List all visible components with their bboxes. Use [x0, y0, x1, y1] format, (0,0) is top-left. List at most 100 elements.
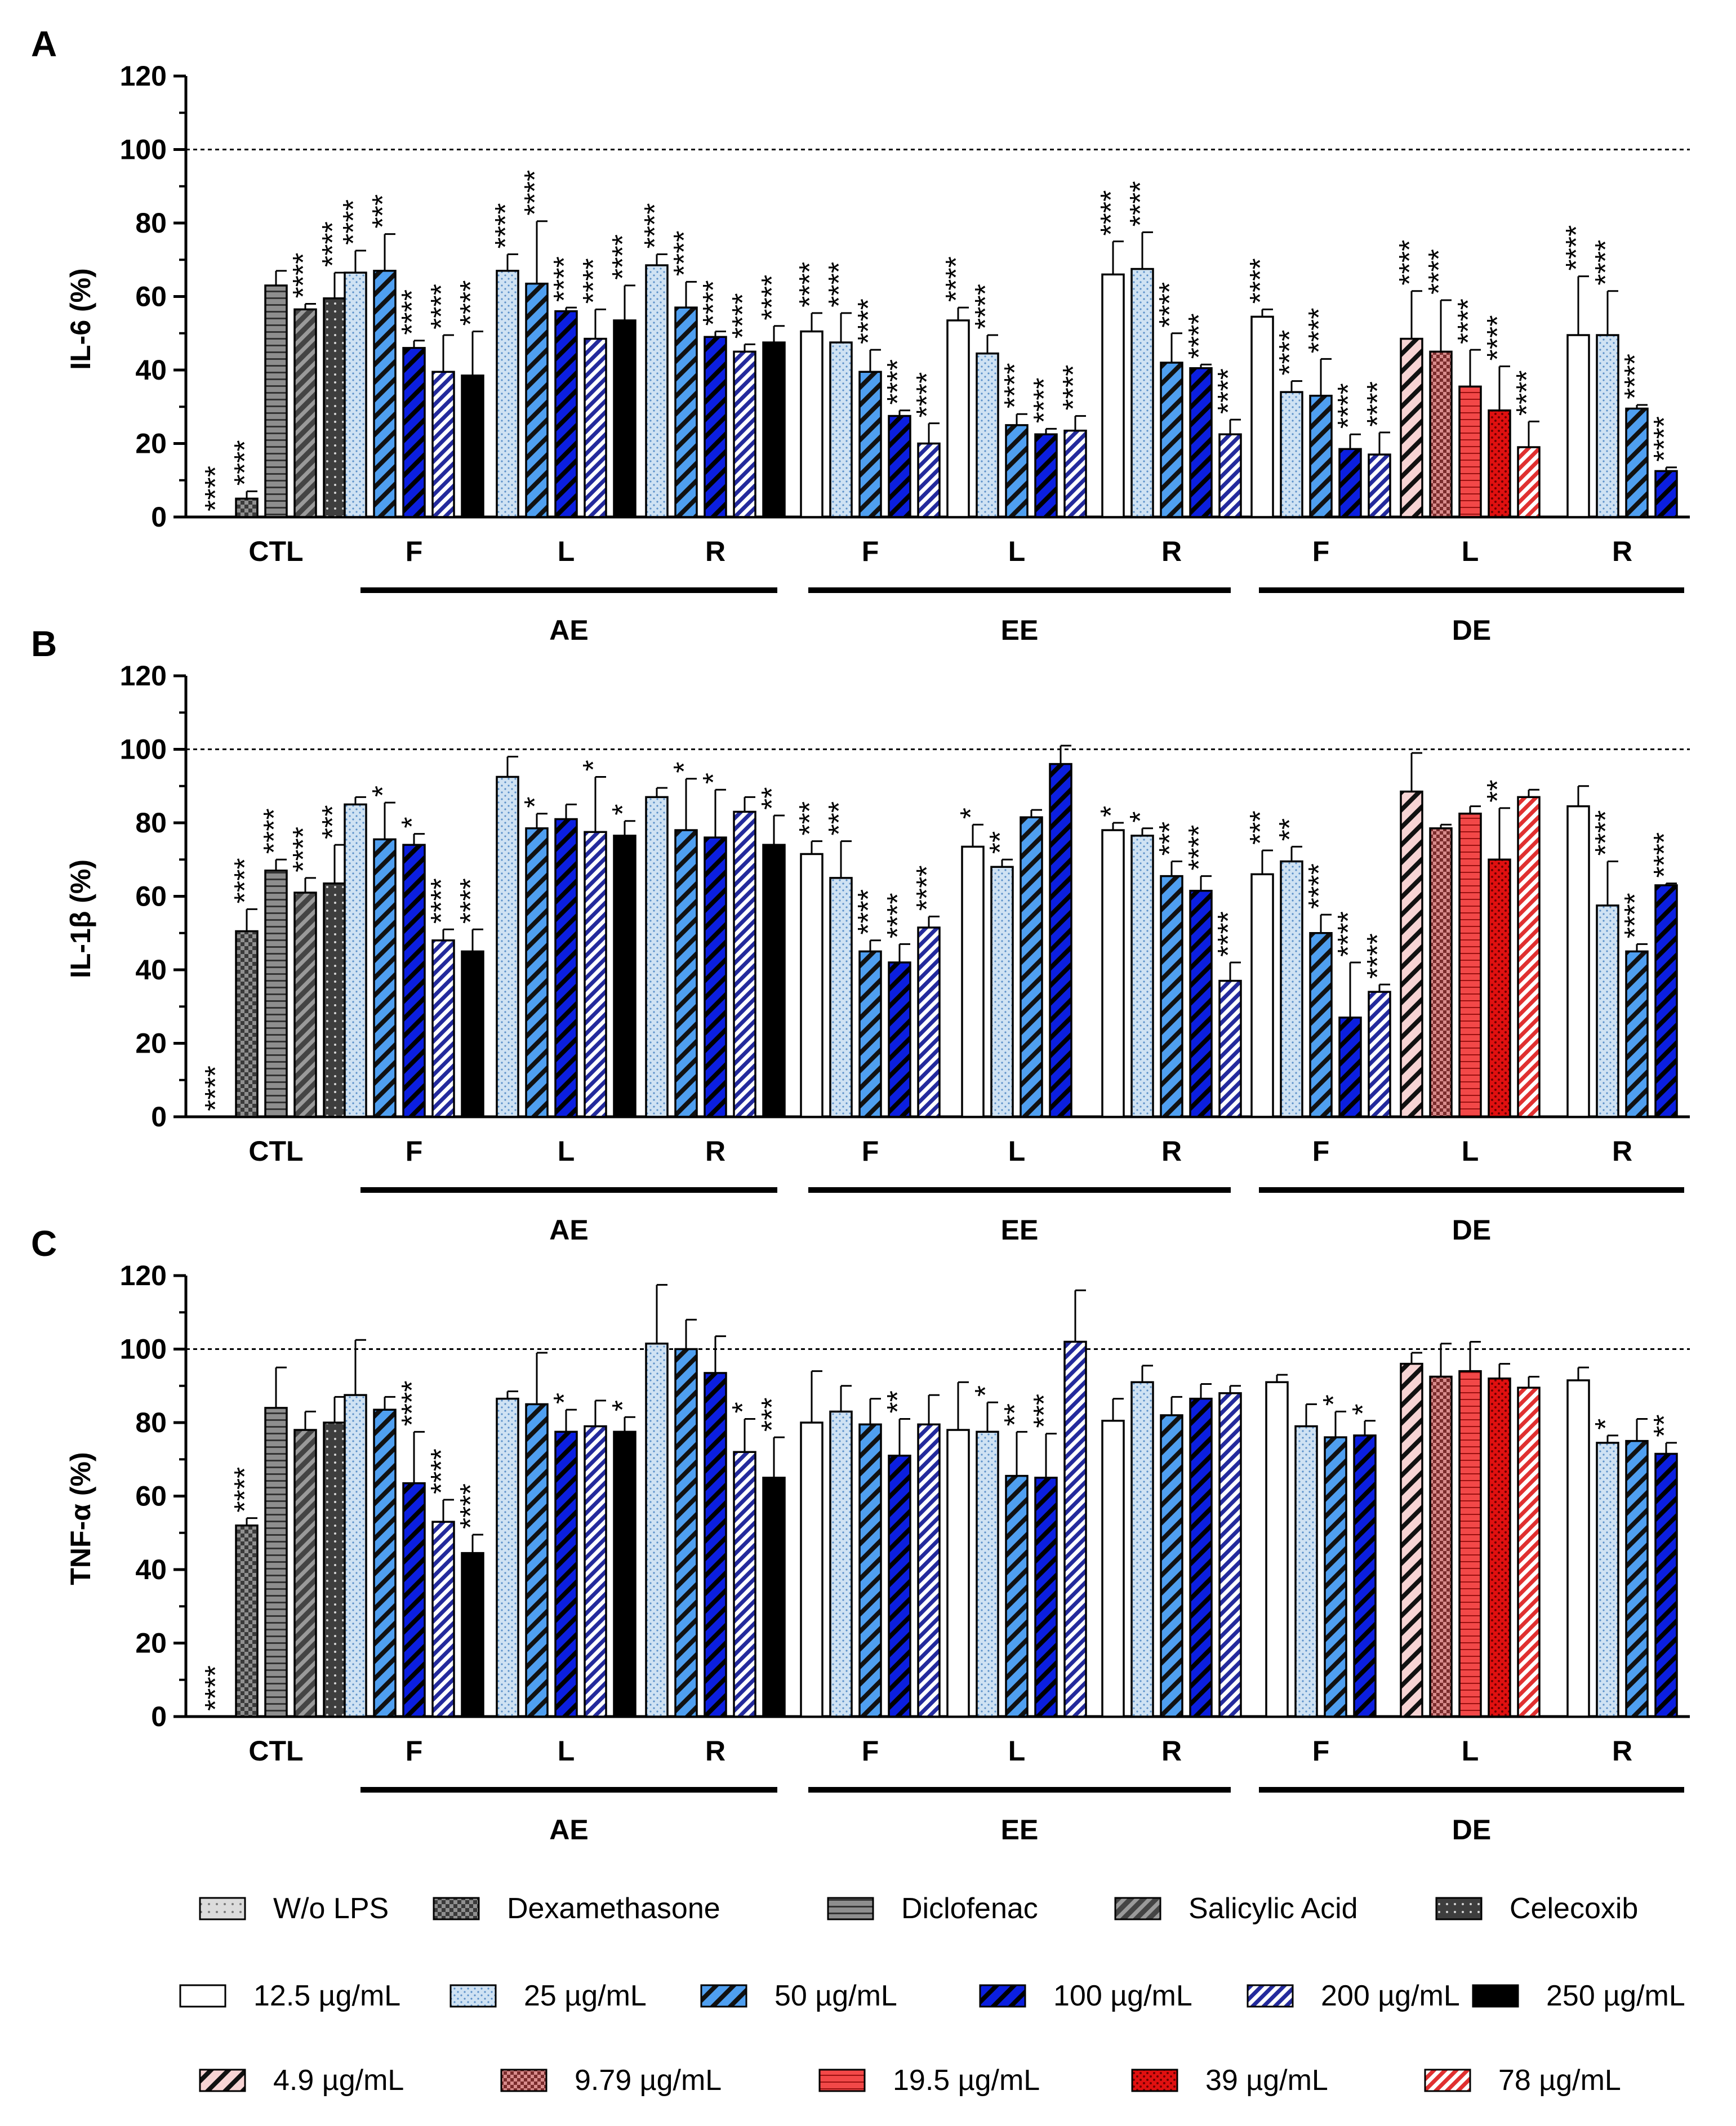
bar-group: [858, 1398, 882, 1718]
significance-stars: ****: [548, 256, 581, 302]
bar-group: *: [577, 760, 610, 1118]
x-tick-label: L: [1462, 1135, 1479, 1167]
bar-group: ****: [1124, 181, 1157, 518]
bar-group: ****: [455, 878, 487, 1118]
x-tick-label: CTL: [248, 1735, 303, 1767]
bar-group: ****: [425, 284, 458, 518]
bar: [976, 1430, 999, 1718]
legend-label: 25 µg/mL: [524, 1980, 647, 2012]
significance-stars: ****: [852, 298, 885, 344]
significance-stars: *: [1095, 806, 1128, 817]
bar: [1034, 433, 1058, 518]
x-tick-label: F: [862, 1135, 879, 1167]
bar: [888, 1454, 911, 1718]
x-tick-label: F: [1312, 1735, 1330, 1767]
bar: [1566, 1379, 1590, 1718]
y-tick-label: 100: [120, 734, 167, 765]
significance-stars: ***: [367, 194, 399, 229]
bar-group: *: [367, 786, 399, 1118]
significance-stars: **: [1648, 1414, 1681, 1437]
legend-entry: Celecoxib: [1435, 1892, 1638, 1925]
x-tick-label: F: [406, 1735, 423, 1767]
bar-group: ****: [1028, 377, 1061, 518]
bar-group: [1130, 1365, 1154, 1718]
bar: [1189, 889, 1213, 1118]
bar: [1130, 1381, 1154, 1718]
group-label: AE: [549, 1214, 588, 1246]
y-tick-label: 120: [120, 1260, 167, 1291]
bar: [946, 1429, 970, 1718]
significance-stars: ****: [455, 878, 487, 924]
y-tick-label: 60: [135, 281, 167, 313]
bar: [431, 371, 455, 518]
bar: [235, 497, 259, 518]
bar: [961, 845, 985, 1118]
legend-entry: 4.9 µg/mL: [199, 2064, 404, 2097]
bar: [762, 844, 786, 1118]
significance-stars: ****: [823, 262, 856, 307]
significance-stars: *: [697, 773, 730, 784]
bar: [1005, 424, 1029, 518]
bar-group: ***: [823, 801, 856, 1118]
significance-stars: ****: [1361, 381, 1394, 427]
bar: [554, 310, 578, 518]
bar: [1189, 367, 1213, 518]
legend-entry: Salicylic Acid: [1114, 1892, 1358, 1925]
bar: [554, 1430, 578, 1718]
bar-group: ****: [229, 858, 261, 1118]
bar: [431, 1521, 455, 1718]
bar-group: [344, 1339, 367, 1718]
legend-swatch: [979, 1984, 1026, 2008]
bar-group: *: [519, 796, 551, 1118]
bar: [829, 341, 853, 518]
bar-group: ****: [489, 203, 522, 518]
bar: [373, 1409, 397, 1718]
bar-group: ****: [1648, 416, 1681, 518]
y-tick-label: 80: [135, 807, 167, 839]
y-tick-label: 0: [151, 501, 167, 533]
bar: [1458, 812, 1482, 1118]
x-tick-label: R: [705, 1735, 725, 1767]
legend-label: 39 µg/mL: [1205, 2064, 1328, 2097]
bar-group: ****: [1057, 365, 1090, 518]
significance-stars: ****: [455, 1483, 487, 1529]
bar-group: *: [697, 773, 730, 1118]
significance-stars: **: [756, 787, 789, 809]
bar-group: ****: [1303, 863, 1336, 1118]
legend-swatch: [1131, 2069, 1178, 2092]
bar-group: *: [969, 1385, 1002, 1718]
bar-group: ****: [1332, 911, 1365, 1118]
bar: [1458, 1370, 1482, 1718]
x-tick-label: L: [1462, 1735, 1479, 1767]
bar-group: [323, 1396, 346, 1718]
bar-group: [1101, 1398, 1125, 1718]
bar: [645, 264, 669, 518]
bar-group: *: [396, 817, 429, 1118]
legend-label: 200 µg/mL: [1321, 1980, 1460, 2012]
significance-stars: ****: [1648, 416, 1681, 462]
bar-group: ****: [199, 1066, 232, 1111]
bar: [613, 835, 636, 1118]
significance-stars: ****: [396, 289, 429, 335]
bar-group: [1049, 745, 1072, 1118]
significance-stars: ****: [337, 199, 370, 245]
legend: W/o LPS Dexamethasone Diclofenac Salicylic …: [179, 1892, 1685, 2097]
bar-group: [1265, 1374, 1289, 1718]
bar: [323, 297, 346, 518]
y-tick-label: 60: [135, 881, 167, 912]
legend-swatch: [1424, 2069, 1471, 2092]
bar-group: [1625, 1418, 1649, 1718]
legend-label: Dexamethasone: [507, 1892, 720, 1925]
significance-stars: *: [1124, 812, 1157, 823]
group-bracket: [808, 587, 1231, 593]
legend-swatch: [700, 1984, 747, 2008]
significance-stars: ****: [1648, 832, 1681, 878]
significance-stars: ***: [794, 801, 826, 836]
bar: [946, 319, 970, 518]
legend-swatch: [827, 1897, 874, 1920]
y-tick-label: 100: [120, 134, 167, 166]
bar: [525, 827, 549, 1118]
bar: [1488, 409, 1511, 518]
bar: [990, 866, 1014, 1118]
